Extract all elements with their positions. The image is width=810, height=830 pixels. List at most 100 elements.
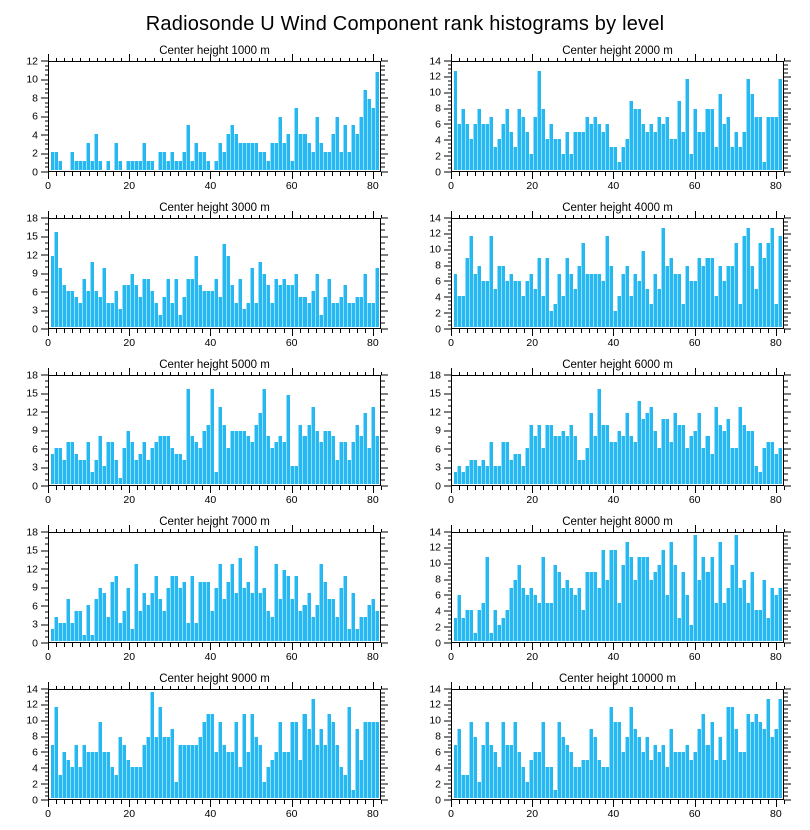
histogram-bar (548, 424, 553, 484)
axis-tick (784, 539, 788, 541)
histogram-bar (198, 448, 203, 484)
axis-tick (275, 172, 277, 176)
axis-tick (283, 371, 285, 375)
histogram-bar (145, 605, 150, 641)
axis-tick (194, 643, 196, 647)
axis-tick (44, 763, 48, 765)
histogram-bar (246, 436, 251, 484)
x-tick-label: 80 (367, 808, 379, 820)
histogram-bar (576, 459, 581, 484)
axis-tick (259, 172, 261, 176)
axis-tick (169, 329, 171, 333)
histogram-bar (354, 628, 359, 641)
y-tick-label: 12 (429, 405, 441, 418)
histogram-bar (536, 752, 541, 798)
histogram-bar (468, 459, 473, 484)
axis-tick (784, 249, 791, 251)
axis-tick (784, 84, 788, 86)
axis-tick (621, 685, 623, 689)
axis-tick (299, 329, 301, 333)
axis-tick (447, 80, 451, 82)
histogram-bar (318, 143, 323, 170)
axis-tick (381, 751, 388, 753)
axis-tick (784, 779, 788, 781)
histogram-bar (625, 736, 630, 798)
axis-tick (348, 528, 350, 532)
x-tick-label: 60 (688, 337, 701, 349)
histogram-bar (173, 160, 178, 170)
subplot-center-height-5000m: Center height 5000 m 0 3 6 9 12 15 18 0 20 40 60 80 (8, 359, 393, 507)
axis-tick (226, 172, 228, 176)
axis-tick (234, 800, 236, 804)
axis-tick (283, 528, 285, 532)
axis-tick (621, 371, 623, 375)
histogram-bar (250, 442, 255, 484)
axis-tick (540, 643, 542, 647)
histogram-bar (165, 736, 170, 798)
axis-tick (475, 371, 477, 375)
axis-tick (44, 636, 48, 638)
x-tick-label: 0 (45, 337, 51, 349)
axis-tick (784, 371, 785, 375)
axis-tick (784, 127, 788, 129)
axis-tick (444, 531, 451, 533)
axis-tick (564, 643, 566, 647)
histogram-bar (504, 744, 509, 798)
axis-tick (104, 528, 106, 532)
histogram-bar (661, 418, 666, 484)
histogram-bar (298, 134, 303, 170)
histogram-bar (169, 448, 174, 484)
y-tick-label: 0 (32, 636, 38, 649)
axis-tick (242, 172, 244, 176)
x-tick-label: 80 (770, 651, 782, 663)
axis-tick (710, 214, 712, 218)
axis-tick (381, 254, 388, 256)
axis-tick (137, 172, 139, 176)
axis-tick (48, 329, 49, 336)
axis-tick (589, 800, 591, 804)
y-tick-label: 4 (435, 134, 441, 147)
axis-tick (44, 724, 48, 726)
axis-tick (48, 525, 49, 532)
histogram-bar (508, 131, 513, 170)
axis-tick (637, 528, 639, 532)
histogram-bar (601, 424, 606, 484)
axis-tick (662, 685, 664, 689)
x-axis-tick-labels: 0 20 40 60 80 (45, 808, 381, 821)
y-axis-ticks (381, 217, 388, 330)
histogram-bar (697, 412, 702, 484)
axis-tick (483, 528, 485, 532)
axis-tick (210, 329, 212, 336)
axis-tick (767, 685, 769, 689)
axis-tick (784, 485, 791, 487)
axis-tick (580, 486, 582, 490)
axis-tick (532, 368, 534, 375)
axis-tick (381, 708, 385, 710)
axis-tick (447, 143, 451, 145)
axis-tick (775, 329, 777, 336)
histogram-bar (617, 430, 622, 484)
histogram-bar (492, 146, 497, 170)
axis-tick (234, 528, 236, 532)
histogram-bar (238, 558, 243, 641)
axis-tick (572, 685, 574, 689)
axis-tick (784, 454, 788, 456)
axis-tick (784, 736, 791, 738)
histogram-bar (677, 617, 682, 641)
y-axis-ticks (444, 60, 451, 173)
axis-tick (332, 486, 334, 490)
histogram-bar (641, 752, 646, 798)
histogram-bar (613, 442, 618, 484)
histogram-bar (560, 736, 565, 798)
plot-frame (451, 532, 784, 643)
y-axis-ticks (444, 217, 451, 330)
histogram-bar (326, 279, 331, 327)
axis-tick (332, 172, 334, 176)
axis-tick (767, 800, 769, 804)
y-tick-label: 4 (435, 605, 441, 618)
axis-tick (186, 57, 188, 61)
axis-tick (654, 172, 656, 176)
histogram-bar (250, 267, 255, 327)
histogram-bar (374, 611, 379, 641)
axis-tick (447, 551, 451, 553)
